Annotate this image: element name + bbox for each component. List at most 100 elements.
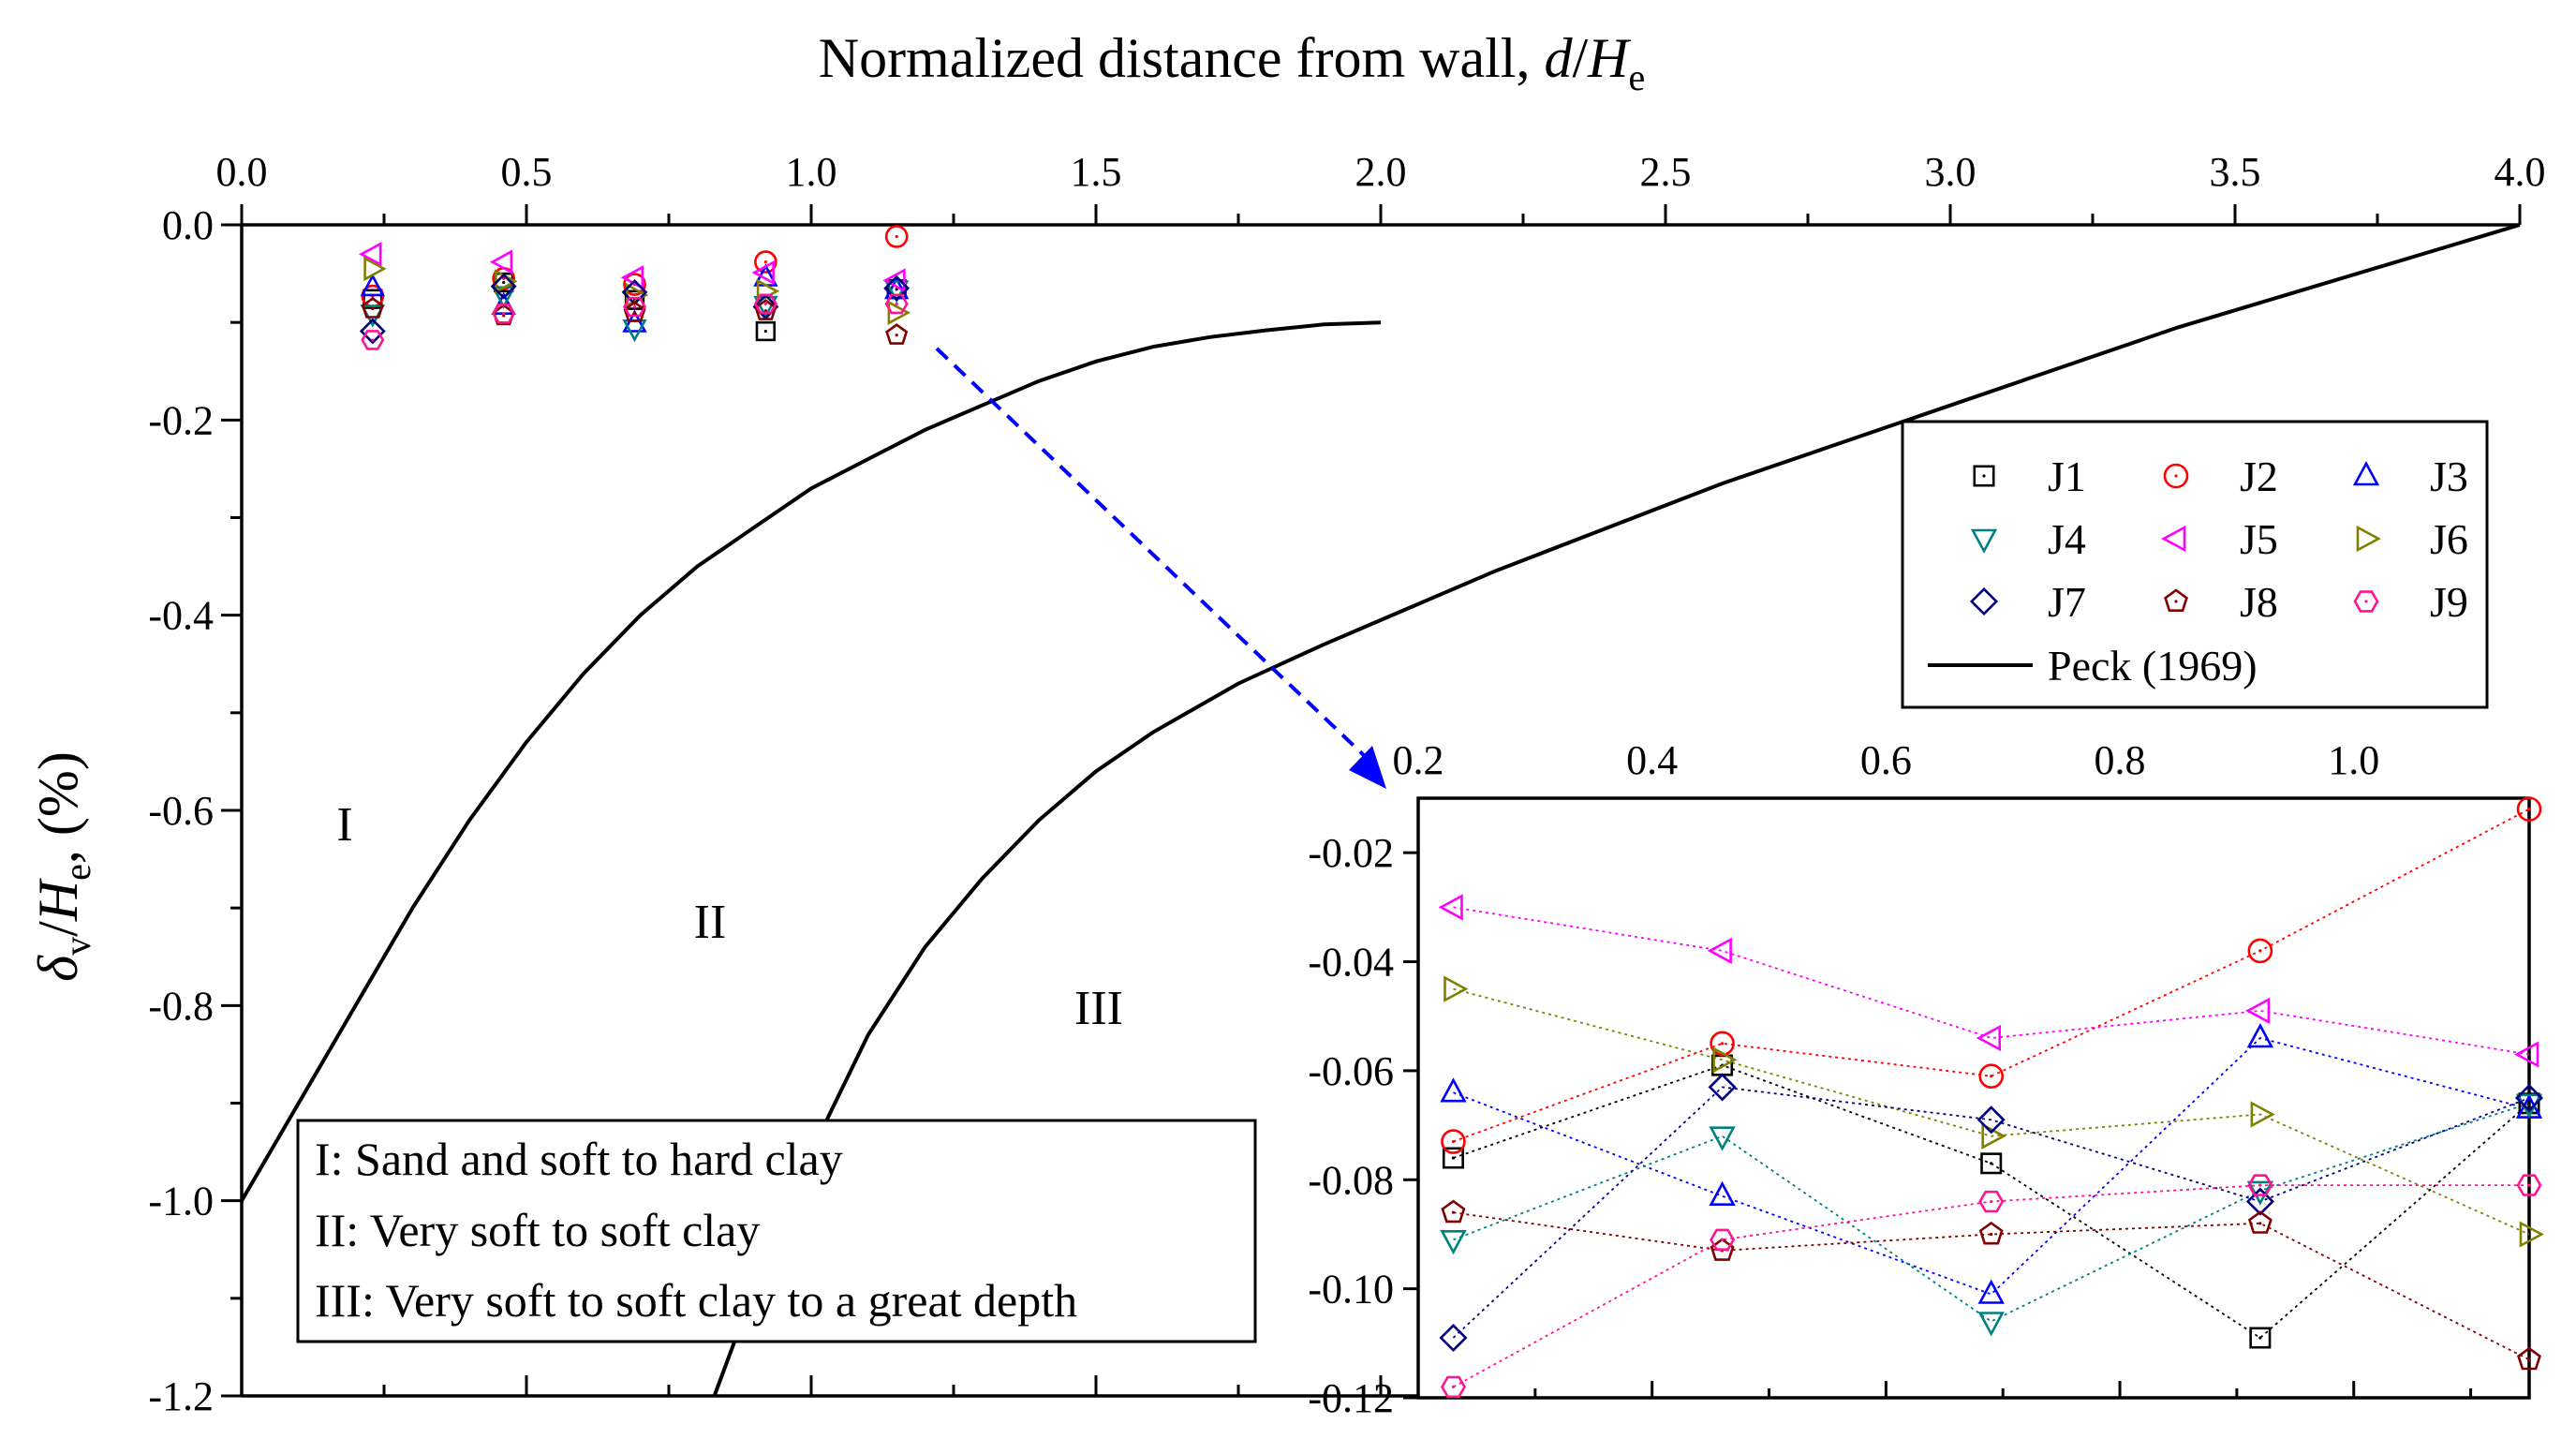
inset-point-j2 <box>1441 1129 1466 1154</box>
main-point-j9-center-dot <box>502 312 506 316</box>
region-notes-box: I: Sand and soft to hard clay II: Very s… <box>296 1119 1257 1343</box>
inset-point-j3 <box>2246 1023 2274 1048</box>
y-axis-title-sub1: v <box>56 937 98 956</box>
legend-marker-j4 <box>1970 528 1998 554</box>
inset-line-j3 <box>1453 1037 2530 1296</box>
inset-point-j9-center-dot <box>1451 1385 1456 1388</box>
inset-point-j7 <box>2245 1187 2274 1216</box>
inset-point-j8 <box>2517 1346 2541 1371</box>
inset-point-j3 <box>1709 1180 1736 1206</box>
x-axis-title-var1: d <box>1544 27 1573 89</box>
main-point-j7 <box>359 318 386 345</box>
legend-marker-j7 <box>1969 586 1999 616</box>
inset-line-j7 <box>1452 1086 2530 1339</box>
y-tick-label: -0.6 <box>148 788 214 834</box>
peck-curve-1 <box>240 320 1382 1202</box>
legend-marker-j3 <box>2352 461 2380 486</box>
x-axis-title-var2: H <box>1587 27 1632 89</box>
inset-point-j8 <box>1441 1199 1466 1224</box>
legend-marker-j2-center-dot <box>2174 474 2178 478</box>
main-point-j2 <box>884 225 909 248</box>
x-tick-label: 3.5 <box>2210 149 2261 195</box>
inset-point-j9-center-dot <box>2527 1183 2531 1187</box>
inset-point-j9 <box>1710 1228 1736 1251</box>
x-tick-label: 4.0 <box>2495 149 2546 195</box>
inset-point-j9-center-dot <box>1990 1199 1993 1204</box>
inset-point-j8 <box>1978 1221 2004 1245</box>
inset-point-j1-center-dot <box>2527 1102 2531 1105</box>
x-axis-title: Normalized distance from wall, d/He <box>819 27 1646 98</box>
legend-marker-j8 <box>2164 588 2188 613</box>
inset-point-j6 <box>1712 1046 1738 1074</box>
main-point-j6 <box>363 256 387 282</box>
legend-label-j9: J9 <box>2430 578 2468 626</box>
legend-marker-j2 <box>2163 463 2189 489</box>
region-notes-frame <box>296 1119 1257 1343</box>
inset-point-j4 <box>1709 1126 1736 1151</box>
inset-x-tick-label: 0.4 <box>1626 737 1678 783</box>
inset-point-j3 <box>1977 1279 2005 1304</box>
main-point-j9 <box>492 303 516 324</box>
inset-point-j7 <box>2514 1083 2544 1113</box>
x-tick-label: 0.0 <box>216 149 268 195</box>
main-point-j1-center-dot <box>502 280 506 285</box>
x-tick-label: 2.0 <box>1355 149 1407 195</box>
inset-point-j5 <box>2244 997 2271 1025</box>
legend-label-j4: J4 <box>2048 515 2086 563</box>
inset-point-j1 <box>1980 1152 2003 1175</box>
y-axis-title-slash: / <box>27 921 89 937</box>
legend-label-j7: J7 <box>2048 578 2086 626</box>
main-point-j8 <box>885 323 909 345</box>
main-point-j9-center-dot <box>763 302 767 305</box>
y-axis-title-var1: δ <box>27 955 89 982</box>
inset-point-j3 <box>1440 1077 1467 1103</box>
inset-point-j9 <box>2247 1174 2273 1196</box>
main-point-j1 <box>755 320 777 342</box>
y-axis-title-suffix: , (%) <box>27 751 89 864</box>
inset-point-j9 <box>2516 1174 2542 1196</box>
inset-point-j6 <box>2250 1101 2275 1128</box>
legend-marker-j5 <box>2161 525 2186 553</box>
inset-point-j2-center-dot <box>1720 1042 1725 1046</box>
inset-frame <box>1416 796 2531 1400</box>
main-point-j2-center-dot <box>763 260 767 264</box>
inset-point-j2-center-dot <box>1451 1139 1456 1144</box>
inset-point-j1 <box>1442 1147 1464 1169</box>
main-point-j5 <box>358 242 382 267</box>
inset-point-j8-center-dot <box>2258 1222 2262 1225</box>
main-point-j9 <box>622 296 647 318</box>
peck-curves <box>240 223 2521 1397</box>
inset-point-j7 <box>1976 1105 2006 1135</box>
inset-point-j1 <box>2249 1327 2272 1349</box>
region-label-II: II <box>694 896 727 949</box>
main-point-j2-center-dot <box>502 276 506 280</box>
main-point-j6 <box>887 300 911 325</box>
legend-marker-j1-center-dot <box>1982 474 1986 478</box>
main-point-j7 <box>490 273 517 300</box>
inset-point-j7 <box>1439 1323 1468 1353</box>
y-tick-label: -0.4 <box>148 593 214 639</box>
inset-point-j8 <box>2247 1210 2273 1234</box>
main-point-j4 <box>360 304 385 328</box>
x-tick-label: 1.0 <box>786 149 837 195</box>
x-axis-title-sub: e <box>1628 56 1645 98</box>
main-point-j9-center-dot <box>632 304 637 309</box>
main-point-j4 <box>884 280 910 304</box>
main-point-j5 <box>751 260 775 286</box>
inset-y-tick-label: -0.02 <box>1308 830 1394 876</box>
x-tick-label: 0.5 <box>501 149 553 195</box>
legend-marker-j9-center-dot <box>2364 600 2368 603</box>
main-axes: 0.0 0.5 1.0 1.5 2.0 2.5 3.0 3.5 4.0 0.0 -0.2 -0.4 -0… <box>148 149 2545 1419</box>
inset-y-tick-label: -0.12 <box>1308 1375 1394 1421</box>
y-axis-title-var2: H <box>27 877 89 922</box>
inset-point-j9-center-dot <box>2258 1183 2262 1187</box>
legend-label-peck: Peck (1969) <box>2048 642 2258 690</box>
y-tick-label: -0.8 <box>148 983 214 1029</box>
legend: J1 J2 J3 J4 J5 J6 J7 J8 J9 Peck (1969) <box>1901 420 2489 709</box>
x-tick-label: 3.0 <box>1925 149 1976 195</box>
main-point-j2-center-dot <box>895 234 898 239</box>
main-point-j9-center-dot <box>895 302 898 305</box>
inset-point-j5 <box>1976 1024 2001 1052</box>
y-tick-label: -1.2 <box>148 1373 214 1419</box>
